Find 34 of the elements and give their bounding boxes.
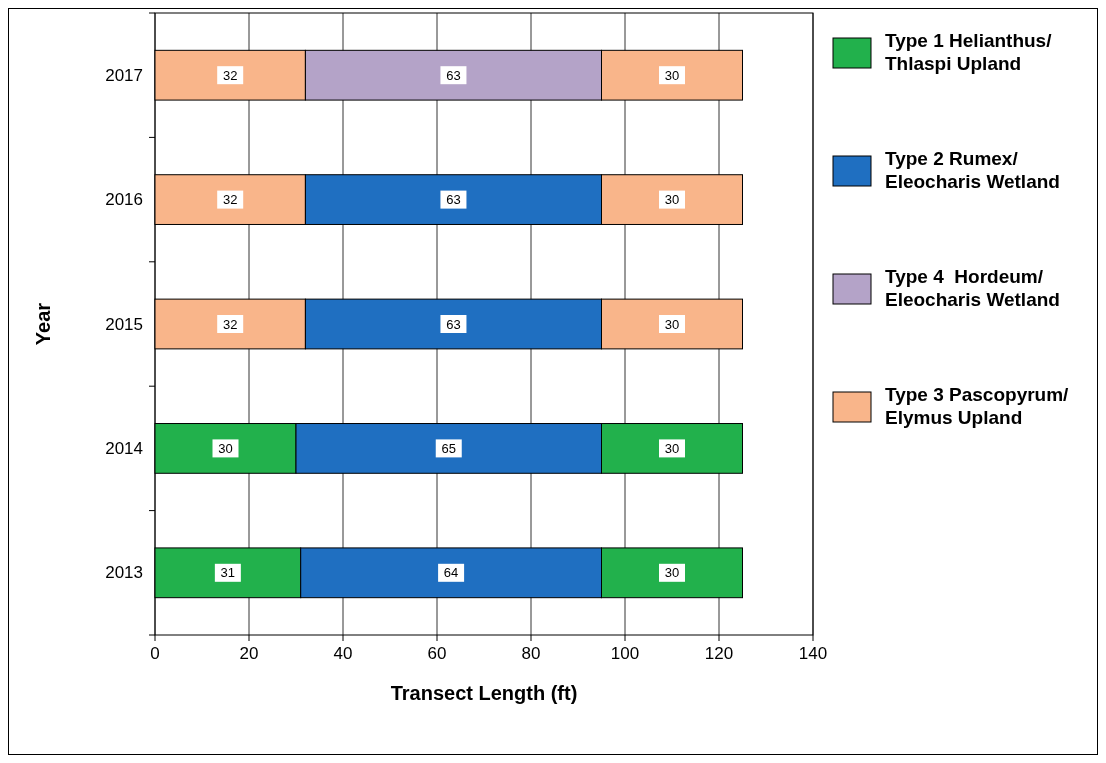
y-tick-label: 2017	[105, 65, 143, 85]
data-label: 32	[222, 67, 238, 83]
data-label: 32	[222, 192, 238, 208]
data-label: 30	[664, 67, 680, 83]
data-label: 30	[664, 440, 680, 456]
legend-label: Type 1 Helianthus/ Thlaspi Upland	[885, 30, 1053, 74]
x-tick-label: 80	[521, 644, 541, 663]
y-tick-label: 2015	[105, 314, 143, 334]
data-label: 64	[443, 565, 459, 581]
x-axis-title: Transect Length (ft)	[390, 682, 578, 704]
data-label: 31	[220, 565, 236, 581]
x-tick-label: 20	[239, 644, 259, 663]
data-label: 30	[664, 565, 680, 581]
data-label: 30	[664, 316, 680, 332]
data-label: 32	[222, 316, 238, 332]
x-tick-label: 140	[798, 644, 828, 663]
x-tick-label: 0	[150, 644, 160, 663]
y-tick-label: 2014	[105, 438, 143, 458]
y-tick-label: 2013	[105, 563, 143, 583]
data-label: 30	[218, 440, 233, 456]
data-label: 63	[446, 67, 461, 83]
x-tick-label: 120	[704, 644, 734, 663]
legend-label: Type 2 Rumex/ Eleocharis Wetland	[885, 148, 1060, 192]
y-tick-label: 2016	[105, 190, 143, 210]
data-label: 65	[441, 440, 456, 456]
x-tick-label: 100	[610, 644, 640, 663]
y-axis-title: Year	[32, 302, 54, 346]
x-tick-label: 40	[333, 644, 353, 663]
legend-label: Type 4 Hordeum/ Eleocharis Wetland	[885, 266, 1060, 310]
data-label: 63	[446, 316, 461, 332]
legend-label: Type 3 Pascopyrum/ Elymus Upland	[885, 384, 1070, 428]
data-label: 30	[664, 192, 680, 208]
x-tick-label: 60	[427, 644, 447, 663]
data-label: 63	[446, 192, 461, 208]
